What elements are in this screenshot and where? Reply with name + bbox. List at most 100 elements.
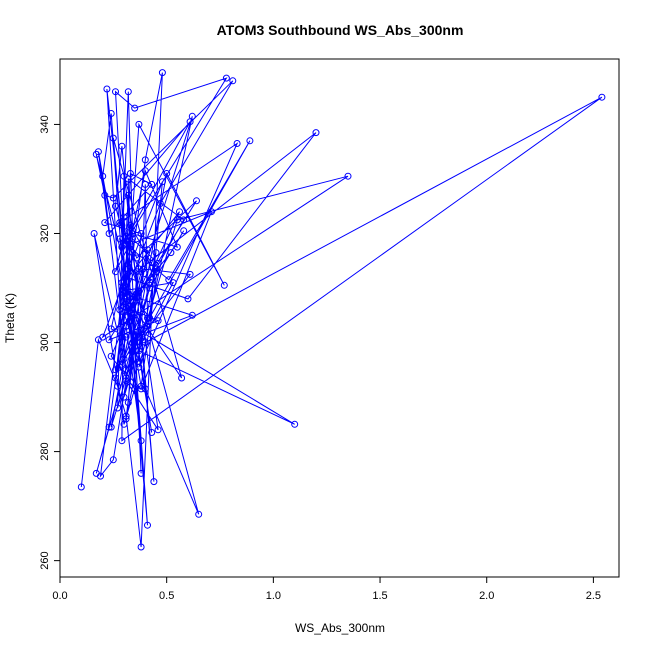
data-point	[137, 325, 145, 333]
data-point	[156, 200, 164, 207]
y-axis-label: Theta (K)	[3, 293, 17, 343]
data-point	[312, 129, 320, 137]
data-point	[101, 191, 109, 199]
data-point	[114, 382, 122, 390]
data-point	[126, 221, 134, 229]
data-point	[122, 412, 130, 420]
data-point	[148, 429, 156, 436]
data-point	[158, 69, 166, 77]
data-point	[133, 290, 141, 297]
data-point	[291, 420, 299, 428]
data-point	[178, 374, 186, 382]
data-point	[101, 219, 109, 227]
data-point	[118, 333, 126, 341]
data-point	[186, 270, 194, 278]
data-point	[124, 399, 132, 406]
x-tick-label: 2.0	[479, 590, 494, 602]
data-point	[107, 110, 115, 117]
data-point	[109, 456, 117, 464]
data-point	[120, 172, 128, 180]
data-point	[131, 333, 139, 341]
data-point	[126, 240, 134, 248]
data-point	[94, 148, 102, 156]
data-point	[154, 317, 162, 325]
data-point	[141, 339, 149, 346]
data-point	[112, 202, 119, 210]
data-point	[107, 325, 115, 333]
data-point	[158, 178, 166, 186]
data-point	[188, 311, 196, 319]
data-point	[163, 170, 171, 177]
data-point	[137, 469, 145, 477]
x-tick-label: 1.0	[266, 590, 281, 602]
data-point	[122, 377, 130, 385]
data-point	[598, 93, 606, 101]
data-point	[173, 216, 181, 224]
data-point	[139, 265, 147, 273]
data-point	[109, 194, 117, 202]
data-point	[118, 221, 126, 229]
data-point	[120, 290, 128, 297]
data-point	[122, 232, 130, 240]
data-point	[92, 469, 100, 477]
data-point	[154, 260, 162, 267]
data-point	[116, 363, 124, 371]
x-tick-label: 0.0	[52, 590, 67, 602]
data-point	[137, 328, 145, 336]
data-point	[120, 420, 128, 428]
series-points	[77, 69, 606, 551]
data-point	[193, 197, 200, 205]
data-point	[99, 172, 107, 180]
data-point	[129, 249, 136, 257]
data-point	[148, 276, 156, 284]
data-point	[141, 180, 149, 188]
data-point	[105, 336, 113, 344]
series-lines	[80, 72, 603, 548]
data-point	[112, 88, 119, 96]
data-point	[229, 77, 237, 85]
data-point	[122, 303, 130, 311]
data-point	[105, 423, 113, 431]
plot-frame	[59, 58, 620, 578]
data-point	[118, 279, 126, 287]
data-point	[222, 74, 230, 82]
data-point	[129, 344, 136, 352]
data-point	[114, 404, 122, 412]
data-point	[141, 385, 149, 393]
data-point	[144, 521, 151, 529]
chart-title: ATOM3 Southbound WS_Abs_300nm	[217, 22, 464, 38]
data-point	[186, 118, 194, 126]
data-point	[103, 85, 111, 93]
y-axis: 260 280 300 320 340	[39, 115, 61, 570]
data-point	[154, 426, 162, 434]
data-point	[150, 478, 158, 486]
data-point	[112, 268, 119, 276]
data-point	[131, 104, 139, 112]
data-point	[99, 333, 107, 341]
data-point	[195, 510, 203, 518]
x-tick-label: 1.5	[372, 590, 387, 602]
series-line	[80, 72, 603, 548]
y-tick-label: 260	[39, 551, 51, 569]
data-point	[137, 543, 145, 551]
data-point	[107, 352, 115, 360]
data-point	[220, 281, 228, 289]
data-point	[144, 314, 151, 322]
data-point	[246, 137, 254, 145]
data-point	[90, 230, 98, 237]
data-point	[141, 167, 149, 175]
x-tick-label: 2.5	[586, 590, 601, 602]
x-tick-label: 0.5	[159, 590, 174, 602]
data-point	[146, 314, 154, 322]
x-axis-label: WS_Abs_300nm	[295, 621, 385, 635]
y-tick-label: 340	[39, 115, 51, 133]
data-point	[180, 227, 188, 235]
data-point	[144, 246, 151, 254]
data-point	[122, 322, 130, 330]
data-point	[122, 333, 130, 341]
data-point	[135, 347, 143, 355]
data-point	[118, 243, 126, 251]
data-point	[137, 230, 145, 237]
data-point	[133, 268, 141, 276]
data-point	[122, 366, 130, 374]
